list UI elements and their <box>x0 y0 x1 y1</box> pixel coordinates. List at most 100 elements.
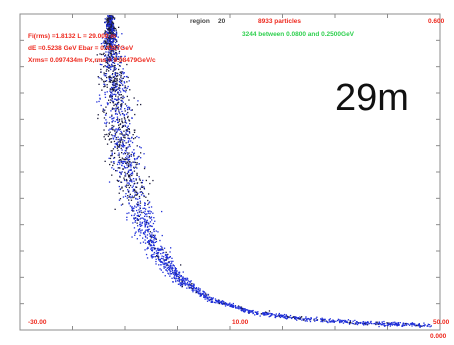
particle-point <box>112 138 115 140</box>
particle-point <box>169 275 171 277</box>
particle-point <box>159 249 161 251</box>
particle-point <box>147 212 150 214</box>
particle-point <box>180 284 183 286</box>
particle-point <box>155 260 157 263</box>
particle-point <box>109 78 111 81</box>
particle-point <box>127 146 129 148</box>
particle-point <box>136 218 138 220</box>
particle-point <box>218 301 220 303</box>
particle-point <box>109 59 112 61</box>
particle-point <box>115 31 118 33</box>
particle-point <box>382 323 384 325</box>
particle-point <box>123 165 125 168</box>
particle-point <box>296 317 299 319</box>
particle-point <box>247 311 249 313</box>
particle-point <box>109 23 111 25</box>
particle-point <box>183 282 185 285</box>
particle-point <box>241 308 243 310</box>
particle-point <box>391 324 393 326</box>
particle-point <box>144 166 146 168</box>
particle-point <box>113 69 115 71</box>
particle-point <box>127 115 129 118</box>
particle-point <box>281 314 283 317</box>
particle-point <box>135 206 137 208</box>
particle-point <box>134 137 136 139</box>
particle-point <box>114 45 117 47</box>
particle-point <box>130 169 132 171</box>
particle-point <box>114 152 116 154</box>
particle-point <box>148 206 150 209</box>
particle-point <box>124 120 127 122</box>
particle-point <box>129 145 131 148</box>
particle-point <box>114 33 116 36</box>
particle-point <box>110 41 112 43</box>
particle-point <box>125 142 127 144</box>
particle-point <box>133 196 135 198</box>
particle-point <box>263 313 265 315</box>
particle-point <box>159 239 161 242</box>
particle-point <box>117 103 119 105</box>
particle-point <box>157 255 159 258</box>
particle-point <box>122 168 124 170</box>
particle-point <box>322 321 324 323</box>
particle-point <box>118 74 121 76</box>
particle-point <box>279 316 282 319</box>
particle-point <box>134 161 136 164</box>
particle-point <box>349 320 352 322</box>
particle-point <box>115 29 117 31</box>
particle-point <box>132 154 135 156</box>
particle-point <box>109 163 111 166</box>
particle-point <box>113 56 115 58</box>
particle-point <box>365 323 367 325</box>
particle-point <box>243 310 245 313</box>
particle-point <box>125 148 128 150</box>
particle-point <box>137 218 139 221</box>
particle-point <box>232 304 235 307</box>
particle-point <box>403 324 405 326</box>
particle-point <box>112 22 115 25</box>
particle-point <box>144 218 146 221</box>
particle-point <box>113 37 115 39</box>
particle-point <box>159 268 161 270</box>
particle-point <box>121 144 123 146</box>
particle-point <box>144 249 146 251</box>
particle-point <box>410 323 412 326</box>
particle-point <box>117 45 119 47</box>
particle-point <box>310 317 312 320</box>
distance-label: 29m <box>335 77 409 119</box>
particle-point <box>109 20 111 22</box>
particle-point <box>222 300 224 302</box>
particle-point <box>121 160 123 163</box>
particle-point <box>286 315 288 317</box>
particle-point <box>116 129 118 131</box>
particle-point <box>105 59 107 62</box>
particle-point <box>157 251 160 254</box>
particle-point <box>282 314 284 316</box>
particle-point <box>139 214 142 216</box>
particle-point <box>116 119 118 121</box>
particle-point <box>106 57 108 59</box>
particle-point <box>240 307 242 309</box>
particle-point <box>104 33 107 35</box>
particle-point <box>121 71 123 73</box>
particle-point <box>269 312 271 314</box>
particle-point <box>148 216 150 218</box>
particle-point <box>211 298 213 300</box>
particle-point <box>102 108 104 110</box>
particle-point <box>103 83 105 85</box>
particle-point <box>160 253 162 255</box>
particle-point <box>152 234 154 236</box>
particle-point <box>154 220 156 222</box>
particle-point <box>230 305 232 307</box>
particle-point <box>148 241 150 244</box>
particle-point <box>123 82 126 84</box>
particle-point <box>344 321 347 323</box>
particle-point <box>148 228 150 230</box>
particle-point <box>308 318 310 320</box>
particle-point <box>106 27 108 29</box>
particle-point <box>289 314 292 317</box>
particle-point <box>165 258 167 260</box>
particle-point <box>389 325 391 327</box>
particle-point <box>113 117 115 119</box>
particle-point <box>111 154 113 157</box>
